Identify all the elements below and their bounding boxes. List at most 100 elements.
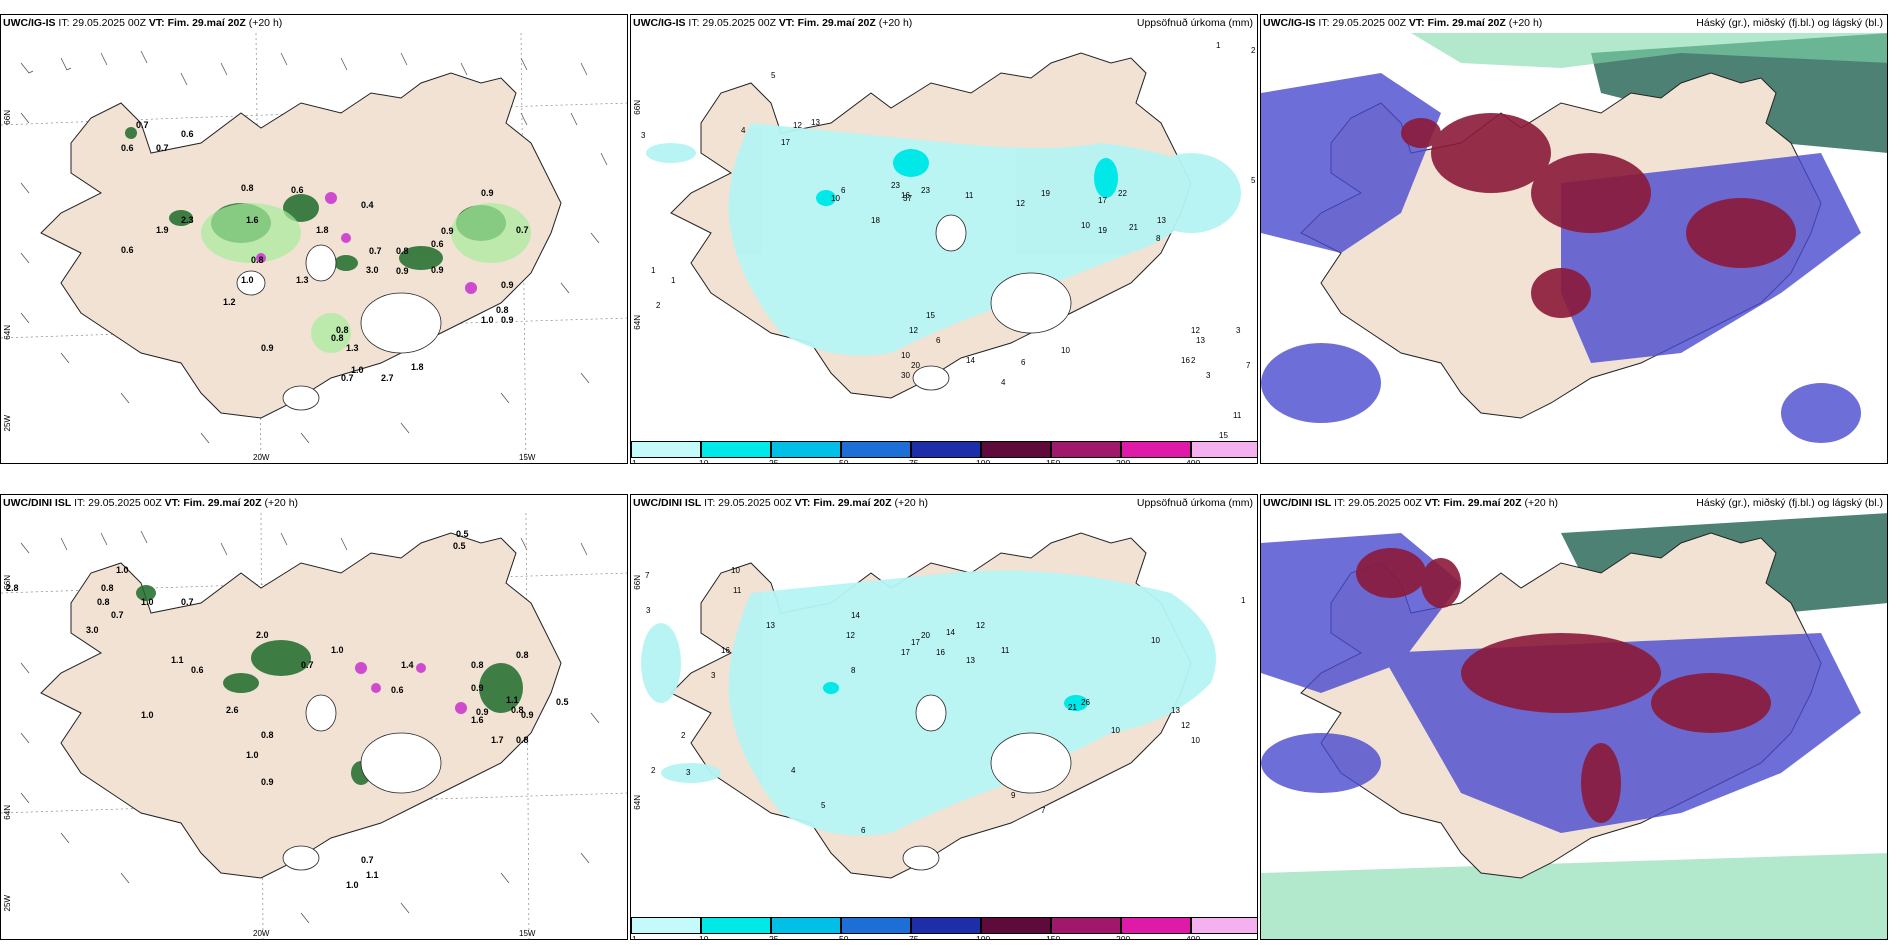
colorbar-segment bbox=[771, 441, 841, 458]
value-label: 12 bbox=[909, 326, 918, 335]
value-label: 20 bbox=[911, 361, 920, 370]
value-label: 0.8 bbox=[336, 325, 349, 335]
heavy-precip bbox=[816, 149, 1118, 206]
colorbar-segment bbox=[911, 441, 981, 458]
value-label: 17 bbox=[1098, 196, 1107, 205]
value-label: 0.6 bbox=[431, 239, 444, 249]
colorbar-segment bbox=[1051, 441, 1121, 458]
colorbar-segment bbox=[1121, 917, 1191, 934]
value-label: 1.0 bbox=[331, 645, 344, 655]
value-label: 2 bbox=[1191, 356, 1196, 365]
heavy-precip bbox=[823, 682, 1088, 711]
cloud-cover-map bbox=[1261, 513, 1887, 939]
heavy-precip bbox=[355, 662, 467, 714]
value-label: 0.4 bbox=[361, 200, 374, 210]
colorbar-segment bbox=[771, 917, 841, 934]
lon-label: 15W bbox=[519, 929, 536, 938]
value-label: 8 bbox=[851, 666, 856, 675]
colorbar-segment bbox=[701, 917, 771, 934]
panel-header: UWC/DINI ISL IT: 29.05.2025 00Z VT: Fim.… bbox=[3, 497, 299, 509]
value-label: 16 bbox=[1181, 356, 1190, 365]
value-label: 0.6 bbox=[121, 143, 134, 153]
mid-cloud bbox=[1356, 548, 1771, 823]
value-label: 1.3 bbox=[296, 275, 309, 285]
value-label: 3 bbox=[1236, 326, 1241, 335]
colorbar-tick: 25 bbox=[769, 458, 779, 464]
colorbar-tick: 50 bbox=[839, 934, 849, 940]
value-label: 0.8 bbox=[97, 597, 110, 607]
value-label: 3.0 bbox=[86, 625, 99, 635]
value-label: 1.2 bbox=[223, 297, 236, 307]
value-label: 10 bbox=[901, 351, 910, 360]
value-label: 14 bbox=[851, 611, 860, 620]
value-label: 0.8 bbox=[251, 255, 264, 265]
value-label: 0.9 bbox=[441, 226, 454, 236]
panel-right-title: Háský (gr.), miðský (fj.bl.) og lágský (… bbox=[1696, 497, 1883, 509]
value-label: 1.8 bbox=[411, 362, 424, 372]
value-label: 0.8 bbox=[516, 650, 529, 660]
value-label: 30 bbox=[901, 371, 910, 380]
value-label: 11 bbox=[733, 586, 742, 595]
lat-label: 64N bbox=[3, 805, 12, 820]
value-label: 13 bbox=[966, 656, 975, 665]
value-label: 10 bbox=[731, 566, 740, 575]
colorbar-segment bbox=[1191, 441, 1257, 458]
value-label: 2.6 bbox=[226, 705, 239, 715]
value-label: 0.7 bbox=[361, 855, 374, 865]
value-label: 1.8 bbox=[316, 225, 329, 235]
cloud-cover-map bbox=[1261, 33, 1887, 463]
value-label: 2 bbox=[681, 731, 686, 740]
colorbar-tick: 150 bbox=[1046, 458, 1061, 464]
value-label: 0.5 bbox=[456, 529, 469, 539]
value-label: 0.8 bbox=[511, 705, 524, 715]
value-label: 11 bbox=[965, 191, 974, 200]
colorbar-tick: 150 bbox=[1046, 934, 1061, 940]
panel-header: UWC/IG-IS IT: 29.05.2025 00Z VT: Fim. 29… bbox=[1263, 17, 1543, 29]
value-label: 1.0 bbox=[346, 880, 359, 890]
value-label: 0.9 bbox=[431, 265, 444, 275]
value-label: 1.0 bbox=[116, 565, 129, 575]
value-label: 20 bbox=[921, 631, 930, 640]
colorbar-tick: 100 bbox=[976, 934, 991, 940]
value-label: 0.9 bbox=[521, 710, 534, 720]
lat-label: 66N bbox=[3, 575, 12, 590]
value-label: 0.8 bbox=[261, 730, 274, 740]
panel-bottom-right: UWC/DINI ISL IT: 29.05.2025 00Z VT: Fim.… bbox=[1260, 494, 1888, 940]
panel-top-middle: UWC/IG-IS IT: 29.05.2025 00Z VT: Fim. 29… bbox=[630, 14, 1258, 464]
colorbar-tick: 1 bbox=[632, 458, 637, 464]
value-label: 0.9 bbox=[501, 280, 514, 290]
value-label: 3 bbox=[1206, 371, 1211, 380]
value-label: 17 bbox=[911, 638, 920, 647]
value-label: 16 bbox=[936, 648, 945, 657]
lon-label: 20W bbox=[253, 453, 270, 462]
colorbar-tick: 50 bbox=[839, 458, 849, 464]
colorbar-segment bbox=[911, 917, 981, 934]
glaciers bbox=[236, 244, 442, 411]
value-label: 1.0 bbox=[481, 315, 494, 325]
value-label: 1.1 bbox=[171, 655, 184, 665]
value-label: 5 bbox=[771, 71, 776, 80]
value-label: 4 bbox=[741, 126, 746, 135]
value-label: 1.0 bbox=[351, 365, 364, 375]
value-label: 0.6 bbox=[181, 129, 194, 139]
value-label: 0.9 bbox=[501, 315, 514, 325]
glaciers bbox=[902, 694, 1072, 871]
value-label: 0.8 bbox=[331, 333, 344, 343]
value-label: 0.8 bbox=[496, 305, 509, 315]
value-label: 1.4 bbox=[401, 660, 414, 670]
value-label: 12 bbox=[793, 121, 802, 130]
colorbar-tick: 100 bbox=[976, 458, 991, 464]
value-label: 13 bbox=[811, 118, 820, 127]
value-label: 1.1 bbox=[366, 870, 379, 880]
value-label: 11 bbox=[1001, 646, 1010, 655]
panel-right-title: Háský (gr.), miðský (fj.bl.) og lágský (… bbox=[1696, 17, 1883, 29]
value-label: 10 bbox=[1111, 726, 1120, 735]
light-precip bbox=[201, 203, 531, 353]
lat-label: 64N bbox=[633, 795, 642, 810]
value-label: 5 bbox=[1251, 176, 1256, 185]
value-label: 12 bbox=[1016, 199, 1025, 208]
value-label: 0.8 bbox=[101, 583, 114, 593]
colorbar-tick: 75 bbox=[909, 934, 919, 940]
